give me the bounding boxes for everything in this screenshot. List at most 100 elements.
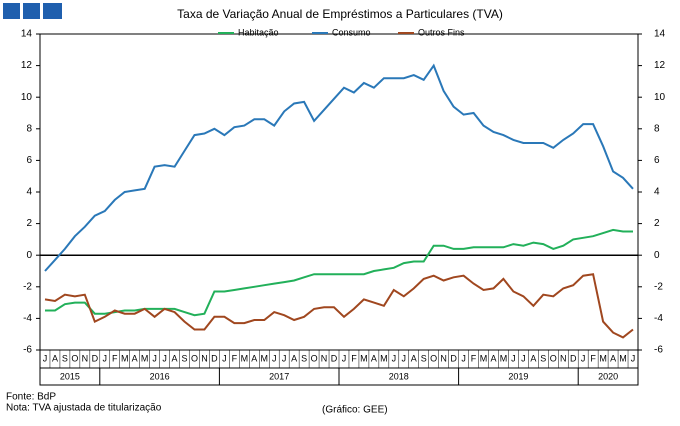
x-tick-label: M: [241, 353, 249, 363]
y2-tick-label: 6: [654, 155, 660, 166]
x-tick-label: F: [112, 353, 118, 363]
legend-label: Consumo: [332, 27, 371, 37]
x-tick-label: D: [450, 353, 457, 363]
x-tick-label: S: [182, 353, 188, 363]
logo-block: [3, 3, 20, 19]
y-tick-label: 8: [26, 123, 32, 134]
x-tick-label: D: [570, 353, 577, 363]
x-tick-label: M: [599, 353, 607, 363]
x-tick-label: J: [282, 353, 287, 363]
y2-tick-label: -4: [654, 313, 663, 324]
y2-tick-label: 8: [654, 123, 660, 134]
x-tick-label: J: [511, 353, 516, 363]
x-tick-label: S: [540, 353, 546, 363]
x-tick-label: F: [471, 353, 477, 363]
y-tick-label: -6: [23, 345, 32, 356]
y2-tick-label: 4: [654, 187, 660, 198]
y-tick-label: 12: [21, 60, 33, 71]
x-tick-label: A: [371, 353, 377, 363]
x-tick-label: D: [211, 353, 218, 363]
x-tick-label: A: [52, 353, 58, 363]
y2-tick-label: 0: [654, 250, 660, 261]
x-tick-label: O: [430, 353, 437, 363]
x-tick-label: J: [461, 353, 466, 363]
x-tick-label: A: [251, 353, 257, 363]
year-label: 2018: [389, 371, 409, 381]
y-tick-label: 10: [21, 92, 33, 103]
x-tick-label: A: [411, 353, 417, 363]
x-tick-label: N: [201, 353, 208, 363]
y-tick-label: 0: [26, 250, 32, 261]
y-tick-label: 4: [26, 187, 32, 198]
y-tick-label: 14: [21, 29, 33, 40]
x-tick-label: M: [360, 353, 368, 363]
year-label: 2020: [598, 371, 618, 381]
x-tick-label: J: [631, 353, 636, 363]
x-tick-label: J: [392, 353, 397, 363]
logo-block: [43, 3, 62, 19]
x-tick-label: F: [351, 353, 357, 363]
x-tick-label: O: [191, 353, 198, 363]
y2-tick-label: 2: [654, 218, 660, 229]
x-tick-label: N: [321, 353, 328, 363]
x-tick-label: N: [82, 353, 89, 363]
x-tick-label: J: [521, 353, 526, 363]
y2-tick-label: 14: [654, 29, 666, 40]
year-label: 2019: [508, 371, 528, 381]
x-tick-label: M: [141, 353, 149, 363]
x-tick-label: F: [590, 353, 596, 363]
x-tick-label: O: [311, 353, 318, 363]
x-tick-label: J: [162, 353, 167, 363]
x-tick-label: A: [490, 353, 496, 363]
x-tick-label: J: [222, 353, 227, 363]
x-tick-label: A: [172, 353, 178, 363]
x-tick-label: F: [232, 353, 238, 363]
y-tick-label: 2: [26, 218, 32, 229]
x-tick-label: M: [500, 353, 508, 363]
x-tick-label: S: [62, 353, 68, 363]
credit: (Gráfico: GEE): [322, 405, 388, 416]
y2-tick-label: 10: [654, 92, 666, 103]
x-tick-label: J: [103, 353, 108, 363]
x-tick-label: J: [43, 353, 48, 363]
x-tick-label: J: [272, 353, 277, 363]
x-tick-label: J: [152, 353, 157, 363]
x-tick-label: S: [421, 353, 427, 363]
x-tick-label: N: [440, 353, 447, 363]
note: Nota: TVA ajustada de titularização: [6, 403, 162, 414]
x-tick-label: S: [301, 353, 307, 363]
series-line: [44, 63, 634, 272]
x-tick-label: D: [331, 353, 338, 363]
y-tick-label: -4: [23, 313, 32, 324]
y2-tick-label: -6: [654, 345, 663, 356]
series-line: [44, 273, 634, 339]
y2-tick-label: -2: [654, 281, 663, 292]
x-tick-label: A: [291, 353, 297, 363]
x-tick-label: M: [121, 353, 129, 363]
x-tick-label: A: [610, 353, 616, 363]
chart-title: Taxa de Variação Anual de Empréstimos a …: [177, 7, 503, 21]
x-tick-label: M: [480, 353, 488, 363]
x-tick-label: J: [342, 353, 347, 363]
y-tick-label: 6: [26, 155, 32, 166]
x-tick-label: A: [530, 353, 536, 363]
y-tick-label: -2: [23, 281, 32, 292]
x-tick-label: N: [560, 353, 567, 363]
logo-block: [23, 3, 40, 19]
year-label: 2015: [60, 371, 80, 381]
x-tick-label: A: [132, 353, 138, 363]
x-tick-label: M: [619, 353, 627, 363]
legend-label: Outros Fins: [418, 27, 465, 37]
x-tick-label: D: [92, 353, 99, 363]
year-label: 2016: [150, 371, 170, 381]
source: Fonte: BdP: [6, 392, 56, 403]
x-tick-label: O: [550, 353, 557, 363]
x-tick-label: J: [402, 353, 407, 363]
x-tick-label: M: [261, 353, 269, 363]
y2-tick-label: 12: [654, 60, 666, 71]
legend-label: Habitação: [238, 27, 279, 37]
x-tick-label: J: [581, 353, 586, 363]
x-tick-label: O: [71, 353, 78, 363]
